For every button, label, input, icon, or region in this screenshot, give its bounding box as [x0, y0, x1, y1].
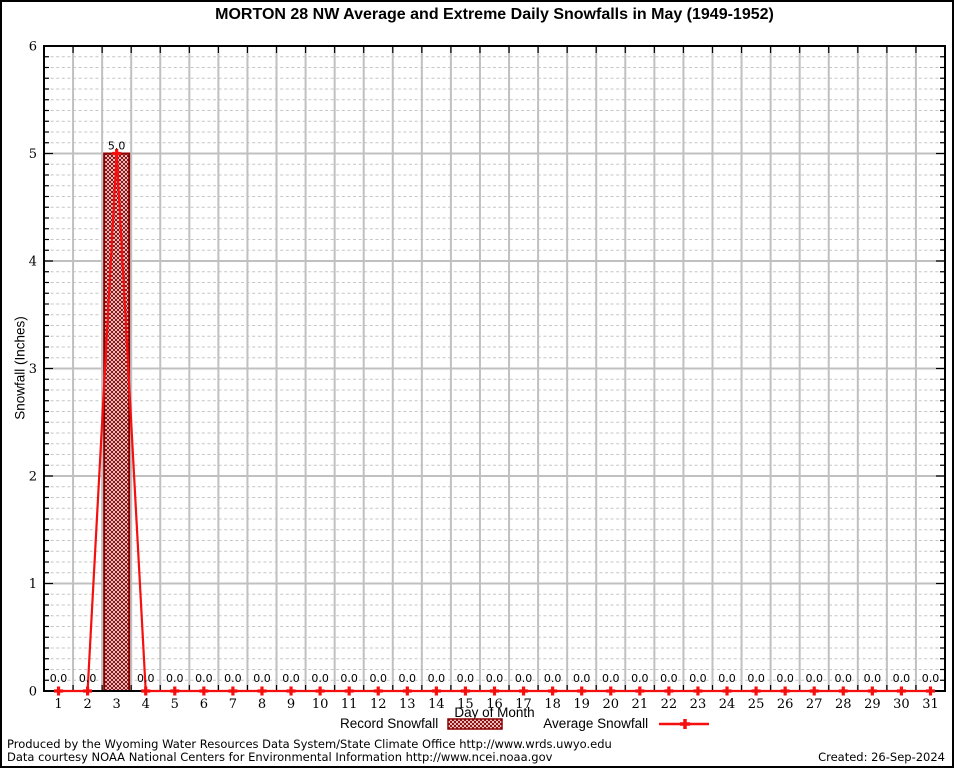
svg-text:0.0: 0.0 — [864, 672, 882, 685]
svg-text:6: 6 — [29, 40, 37, 55]
svg-text:2: 2 — [83, 697, 91, 712]
svg-text:16: 16 — [486, 697, 503, 712]
svg-text:23: 23 — [690, 697, 707, 712]
svg-text:5: 5 — [29, 147, 37, 162]
svg-text:14: 14 — [428, 697, 445, 712]
svg-text:0: 0 — [29, 685, 37, 700]
svg-text:0.0: 0.0 — [718, 672, 736, 685]
svg-text:0.0: 0.0 — [166, 672, 184, 685]
svg-text:19: 19 — [573, 697, 590, 712]
svg-text:24: 24 — [719, 697, 736, 712]
svg-text:0.0: 0.0 — [399, 672, 417, 685]
svg-text:30: 30 — [893, 697, 910, 712]
svg-text:10: 10 — [312, 697, 329, 712]
svg-text:25: 25 — [748, 697, 765, 712]
svg-text:0.0: 0.0 — [805, 672, 823, 685]
svg-text:13: 13 — [399, 697, 416, 712]
svg-text:22: 22 — [661, 697, 678, 712]
svg-text:29: 29 — [864, 697, 881, 712]
svg-text:8: 8 — [258, 697, 266, 712]
legend-label-record-snowfall: Record Snowfall — [340, 716, 439, 731]
svg-text:11: 11 — [341, 697, 358, 712]
svg-text:0.0: 0.0 — [50, 672, 68, 685]
svg-text:0.0: 0.0 — [660, 672, 678, 685]
svg-text:6: 6 — [200, 697, 208, 712]
svg-text:12: 12 — [370, 697, 387, 712]
svg-text:31: 31 — [922, 697, 939, 712]
svg-text:0.0: 0.0 — [689, 672, 707, 685]
footer-data-courtesy: Data courtesy NOAA National Centers for … — [7, 750, 553, 764]
svg-text:0.0: 0.0 — [340, 672, 358, 685]
x-axis-title: Day of Month — [454, 705, 535, 720]
legend-label-average-snowfall: Average Snowfall — [543, 716, 649, 731]
svg-text:1: 1 — [54, 697, 62, 712]
svg-text:5.0: 5.0 — [108, 140, 126, 153]
svg-text:0.0: 0.0 — [776, 672, 794, 685]
svg-text:0.0: 0.0 — [79, 672, 97, 685]
svg-text:0.0: 0.0 — [282, 672, 300, 685]
svg-text:0.0: 0.0 — [457, 672, 475, 685]
svg-text:0.0: 0.0 — [428, 672, 446, 685]
svg-text:28: 28 — [835, 697, 852, 712]
svg-text:0.0: 0.0 — [195, 672, 213, 685]
svg-text:18: 18 — [544, 697, 561, 712]
footer-created-date: Created: 26-Sep-2024 — [818, 750, 945, 764]
svg-text:0.0: 0.0 — [631, 672, 649, 685]
svg-text:0.0: 0.0 — [893, 672, 911, 685]
svg-text:0.0: 0.0 — [747, 672, 765, 685]
svg-text:20: 20 — [602, 697, 619, 712]
svg-text:0.0: 0.0 — [137, 672, 155, 685]
svg-text:0.0: 0.0 — [544, 672, 562, 685]
svg-text:26: 26 — [777, 697, 794, 712]
average-snowfall-line-swatch — [658, 718, 710, 730]
svg-text:0.0: 0.0 — [602, 672, 620, 685]
svg-text:9: 9 — [287, 697, 295, 712]
svg-text:0.0: 0.0 — [311, 672, 329, 685]
svg-text:4: 4 — [142, 697, 150, 712]
svg-text:5: 5 — [171, 697, 179, 712]
svg-text:21: 21 — [632, 697, 649, 712]
svg-text:0.0: 0.0 — [573, 672, 591, 685]
svg-text:2: 2 — [29, 470, 37, 485]
svg-text:4: 4 — [29, 255, 37, 270]
svg-text:27: 27 — [806, 697, 823, 712]
svg-text:17: 17 — [515, 697, 532, 712]
footer-produced-by: Produced by the Wyoming Water Resources … — [7, 737, 612, 751]
svg-text:1: 1 — [29, 577, 37, 592]
svg-text:0.0: 0.0 — [253, 672, 271, 685]
svg-text:7: 7 — [229, 697, 237, 712]
legend: Record Snowfall Average Snowfall — [340, 716, 710, 731]
svg-text:0.0: 0.0 — [224, 672, 242, 685]
svg-text:3: 3 — [29, 362, 37, 377]
svg-text:15: 15 — [457, 697, 474, 712]
chart-title: MORTON 28 NW Average and Extreme Daily S… — [215, 6, 774, 23]
svg-text:0.0: 0.0 — [486, 672, 504, 685]
svg-text:0.0: 0.0 — [515, 672, 533, 685]
svg-text:0.0: 0.0 — [922, 672, 940, 685]
svg-text:0.0: 0.0 — [835, 672, 853, 685]
record-snowfall-swatch — [447, 717, 504, 730]
svg-text:0.0: 0.0 — [369, 672, 387, 685]
svg-text:3: 3 — [113, 697, 121, 712]
